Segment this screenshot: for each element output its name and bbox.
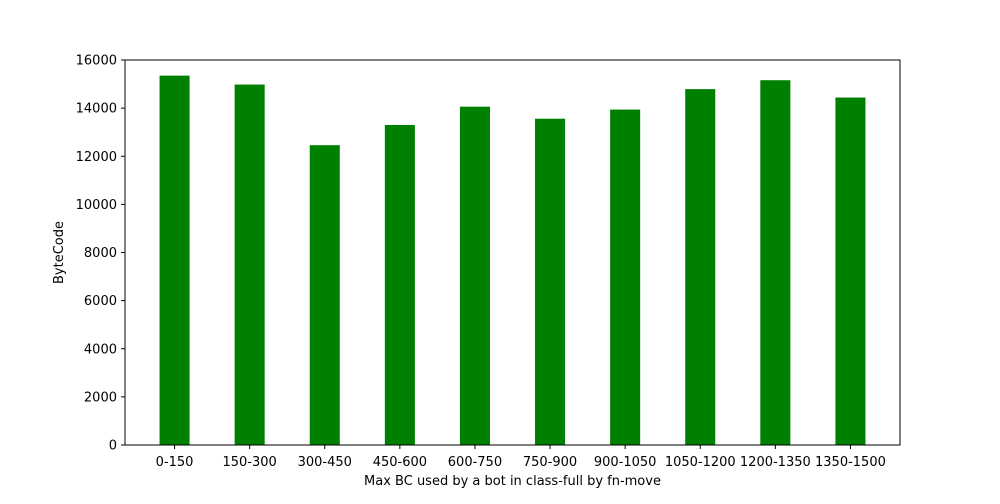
bar-1200-1350 [760,80,791,446]
bar-900-1050 [610,109,641,445]
x-tick-label: 300-450 [298,455,352,470]
y-tick-label: 2000 [84,390,117,405]
bar-150-300 [234,84,265,445]
bar-750-900 [535,118,566,446]
y-tick-label: 4000 [84,342,117,357]
y-axis-ticks: 0 2000 4000 6000 8000 10000 12000 14000 16000 [76,54,125,454]
x-tick-label: 1200-1350 [740,455,811,470]
x-tick-label: 1350-1500 [815,455,886,470]
x-tick-label: 450-600 [373,455,427,470]
x-tick-label: 900-1050 [594,455,657,470]
x-axis-label: Max BC used by a bot in class-full by fn… [364,474,661,489]
x-tick-label: 750-900 [523,455,577,470]
x-axis-ticks: 0-150 150-300 300-450 450-600 600-750 750-900… [156,445,886,470]
y-tick-label: 6000 [84,294,117,309]
bar-450-600 [384,124,415,445]
y-axis-label: ByteCode [52,221,67,284]
bar-1350-1500 [835,97,866,445]
bar-1050-1200 [685,89,716,445]
bar-0-150 [159,75,190,445]
bar-600-750 [459,106,490,446]
y-tick-label: 0 [109,439,117,454]
y-tick-label: 10000 [76,198,117,213]
x-tick-label: 0-150 [156,455,194,470]
x-tick-label: 600-750 [448,455,502,470]
y-tick-label: 16000 [76,54,117,69]
bars-layer [159,75,866,446]
plot-frame [124,59,901,446]
x-tick-label: 1050-1200 [665,455,736,470]
y-tick-label: 14000 [76,102,117,117]
y-tick-label: 8000 [84,246,117,261]
bar-300-450 [309,145,340,445]
y-tick-label: 12000 [76,150,117,165]
x-tick-label: 150-300 [222,455,276,470]
